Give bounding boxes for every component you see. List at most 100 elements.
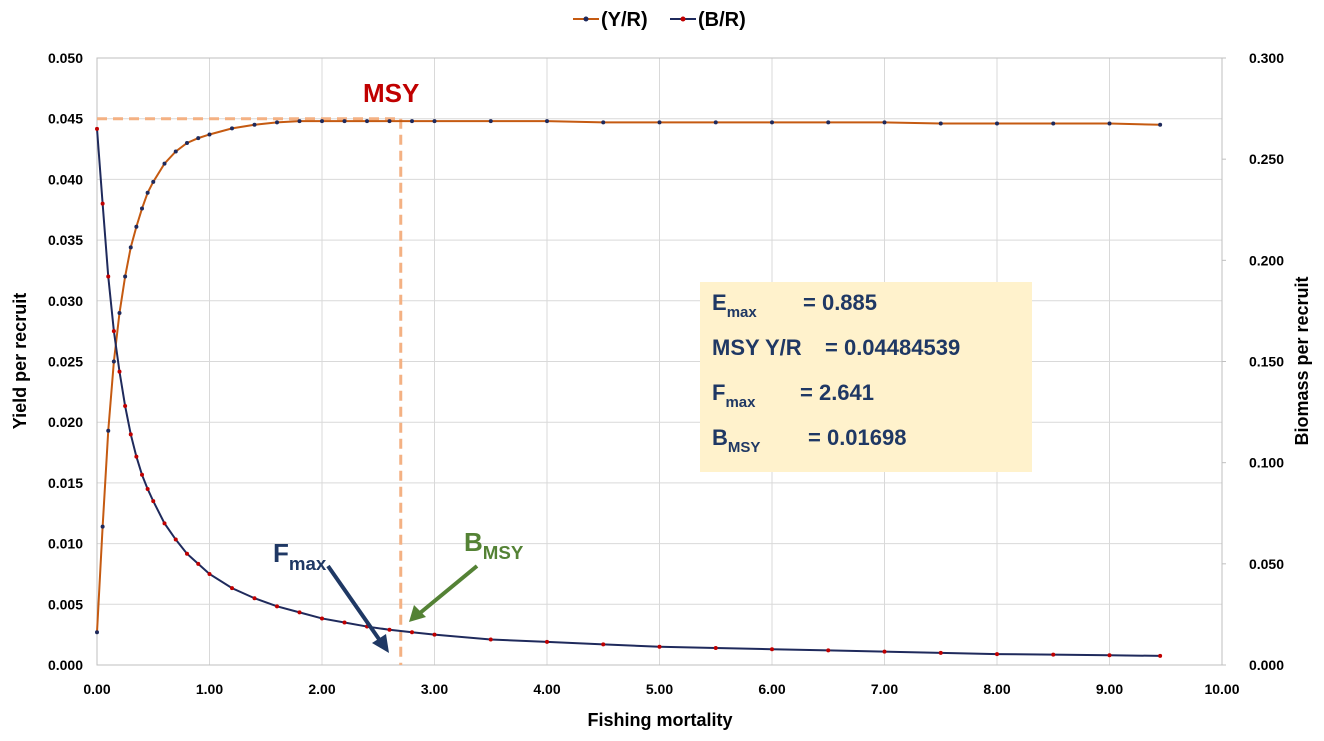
x-tick-label: 6.00 — [758, 681, 785, 697]
data-point — [1051, 652, 1056, 657]
data-point — [882, 649, 887, 654]
data-point — [106, 274, 111, 279]
data-point — [151, 499, 156, 504]
data-point — [1107, 653, 1112, 658]
y2-tick-label: 0.000 — [1249, 657, 1284, 673]
data-point — [432, 632, 437, 637]
info-main: F — [712, 380, 725, 405]
data-point — [770, 647, 774, 652]
data-point — [100, 201, 105, 206]
info-value: = 2.641 — [800, 380, 874, 405]
data-point — [882, 120, 887, 125]
data-point — [770, 120, 774, 125]
y2-tick-label: 0.300 — [1249, 50, 1284, 66]
data-point — [207, 132, 212, 137]
y-tick-label: 0.000 — [48, 657, 83, 673]
info-value: = 0.885 — [803, 290, 877, 315]
data-point — [995, 121, 999, 126]
data-point — [128, 245, 133, 250]
y-tick-label: 0.025 — [48, 354, 83, 370]
data-point — [117, 369, 122, 374]
data-point — [488, 637, 493, 642]
data-point — [1051, 121, 1056, 126]
y2-tick-label: 0.200 — [1249, 252, 1284, 268]
y-tick-label: 0.020 — [48, 414, 83, 430]
fmax-label: Fmax — [273, 538, 327, 574]
legend-marker — [583, 16, 589, 22]
data-point — [162, 521, 167, 526]
info-row: MSY Y/R = 0.04484539 — [712, 335, 960, 360]
x-tick-label: 5.00 — [646, 681, 673, 697]
x-tick-label: 2.00 — [308, 681, 335, 697]
x-tick-label: 4.00 — [533, 681, 560, 697]
data-point — [196, 561, 201, 566]
info-row: Fmax = 2.641 — [712, 380, 874, 411]
fmax-arrow — [326, 564, 383, 644]
data-point — [387, 627, 392, 632]
data-point — [938, 121, 943, 126]
x-tick-label: 7.00 — [871, 681, 898, 697]
data-point — [106, 428, 111, 433]
info-row: BMSY = 0.01698 — [712, 425, 906, 456]
data-point — [826, 648, 831, 653]
data-point — [252, 596, 257, 601]
data-point — [196, 136, 201, 141]
data-point — [185, 140, 189, 145]
y2-tick-label: 0.100 — [1249, 455, 1284, 471]
data-point — [275, 604, 279, 609]
data-point — [713, 646, 718, 651]
x-tick-label: 8.00 — [983, 681, 1010, 697]
data-point — [432, 119, 437, 124]
bmsy-label-main: B — [464, 527, 483, 557]
data-point — [320, 616, 324, 621]
y-tick-label: 0.030 — [48, 293, 83, 309]
data-point — [123, 274, 128, 279]
info-sub: MSY — [728, 439, 761, 456]
x-tick-label: 1.00 — [196, 681, 223, 697]
fmax-label-sub: max — [289, 553, 327, 574]
data-point — [826, 120, 831, 125]
data-point — [657, 120, 662, 125]
data-point — [173, 149, 178, 154]
data-point — [128, 432, 133, 437]
data-point — [365, 119, 369, 124]
data-point — [342, 119, 347, 124]
data-point — [145, 486, 150, 491]
y-tick-label: 0.045 — [48, 111, 83, 127]
data-point — [297, 119, 302, 124]
y-axis-title: Yield per recruit — [10, 293, 30, 429]
data-point — [162, 161, 167, 166]
data-point — [1158, 653, 1163, 658]
data-point — [297, 610, 302, 615]
msy-label: MSY — [363, 78, 419, 108]
data-point — [545, 119, 549, 124]
data-point — [1158, 122, 1163, 127]
y-tick-label: 0.005 — [48, 596, 83, 612]
fmax-arrowhead — [372, 634, 389, 653]
data-point — [995, 652, 999, 657]
x-tick-label: 10.00 — [1204, 681, 1239, 697]
data-point — [657, 644, 662, 649]
data-point — [230, 126, 234, 131]
data-point — [145, 190, 150, 195]
y-tick-label: 0.035 — [48, 232, 83, 248]
data-point — [100, 524, 105, 529]
plot-border — [96, 57, 1223, 666]
data-point — [601, 120, 606, 125]
info-main: MSY Y/R — [712, 335, 802, 360]
data-point — [207, 571, 212, 576]
info-value: = 0.04484539 — [825, 335, 960, 360]
legend-label: (B/R) — [698, 9, 746, 31]
info-value: = 0.01698 — [808, 425, 906, 450]
data-point — [111, 359, 116, 364]
info-sub: max — [725, 394, 756, 411]
y-tick-label: 0.015 — [48, 475, 83, 491]
x-tick-label: 3.00 — [421, 681, 448, 697]
data-point — [252, 122, 257, 127]
data-point — [95, 630, 99, 635]
data-point — [545, 639, 549, 644]
data-point — [111, 329, 116, 334]
